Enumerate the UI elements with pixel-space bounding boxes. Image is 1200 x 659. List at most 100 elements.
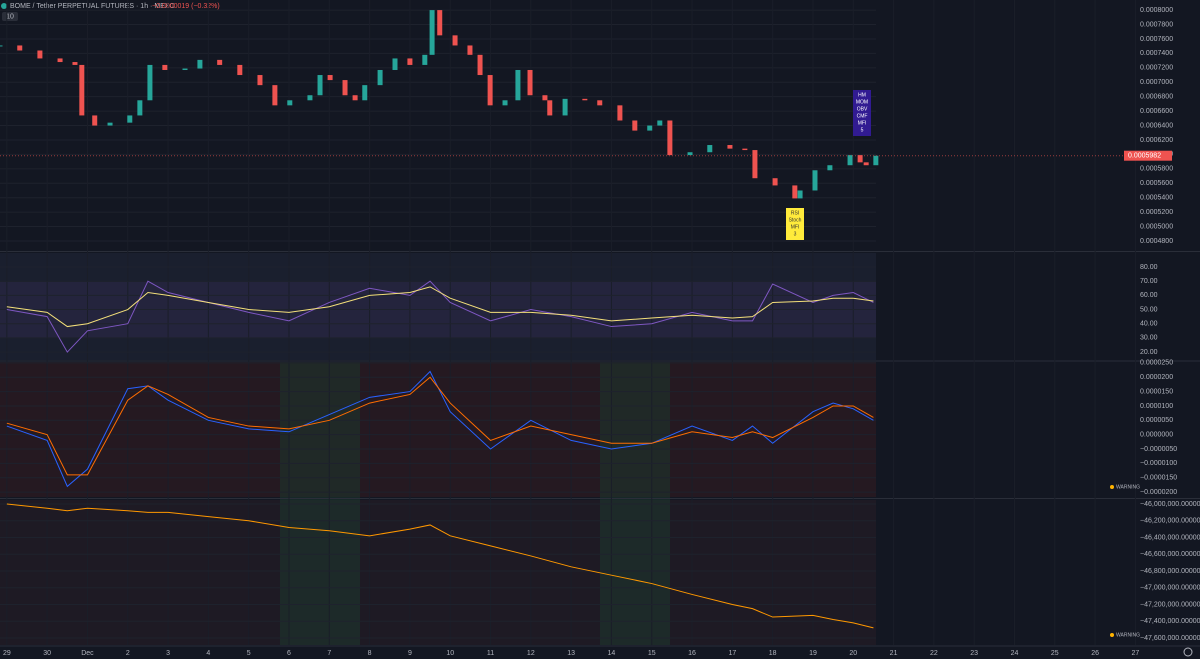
- x-tick-label: 24: [1011, 650, 1019, 657]
- x-tick-label: 20: [849, 650, 857, 657]
- candle: [477, 54, 483, 76]
- indicator-count[interactable]: 10: [6, 13, 14, 20]
- candle: [272, 85, 278, 106]
- candle: [317, 75, 323, 96]
- y-tick-label: 0.0007800: [1140, 21, 1173, 28]
- candle: [392, 58, 398, 70]
- x-tick-label: 2: [126, 650, 130, 657]
- candle: [37, 50, 43, 59]
- y-tick-label: 0.0000000: [1140, 432, 1173, 439]
- candle: [162, 64, 168, 70]
- x-tick-label: 18: [769, 650, 777, 657]
- candle: [827, 165, 833, 171]
- x-tick-label: 5: [247, 650, 251, 657]
- candle: [0, 45, 3, 47]
- candle: [197, 59, 203, 69]
- y-tick-label: −47,400,000.0000000: [1140, 618, 1200, 625]
- candle: [742, 148, 748, 151]
- candle: [57, 58, 63, 63]
- symbol-icon: [1, 3, 7, 9]
- candle: [792, 185, 798, 199]
- x-tick-label: 3: [166, 650, 170, 657]
- y-tick-label: 0.0005000: [1140, 223, 1173, 230]
- x-tick-label: 15: [648, 650, 656, 657]
- candle: [657, 120, 663, 126]
- x-tick-label: 25: [1051, 650, 1059, 657]
- signal-text: HM: [858, 92, 866, 98]
- signal-box: [786, 208, 804, 240]
- candle: [79, 64, 85, 116]
- candle: [547, 100, 553, 116]
- y-tick-label: −46,400,000.0000000: [1140, 534, 1200, 541]
- candle: [327, 75, 333, 81]
- settings-icon[interactable]: [1183, 647, 1193, 657]
- signal-text: MOM: [856, 99, 868, 105]
- candle: [377, 69, 383, 86]
- candle: [147, 64, 153, 101]
- candle: [617, 105, 623, 121]
- candle: [362, 85, 368, 101]
- y-tick-label: −46,200,000.0000000: [1140, 518, 1200, 525]
- x-tick-label: 27: [1132, 650, 1140, 657]
- candle: [307, 95, 313, 101]
- candle: [182, 68, 188, 70]
- candle: [857, 155, 863, 163]
- candle: [667, 120, 673, 156]
- y-tick-label: 0.0005800: [1140, 166, 1173, 173]
- x-tick-label: 23: [970, 650, 978, 657]
- warning-dot: [1110, 633, 1114, 637]
- candle: [452, 35, 458, 46]
- rsi-pane-bg: [0, 253, 876, 360]
- candle: [127, 115, 133, 123]
- candle: [797, 190, 803, 199]
- indicator-toggle[interactable]: [2, 12, 18, 21]
- candle: [107, 122, 113, 126]
- y-tick-label: 0.0005200: [1140, 209, 1173, 216]
- candle: [812, 170, 818, 191]
- candle: [342, 80, 348, 96]
- y-tick-label: 0.0007000: [1140, 79, 1173, 86]
- y-tick-label: 30.00: [1140, 335, 1158, 342]
- y-tick-label: 0.0007600: [1140, 36, 1173, 43]
- obv-pane-bg: [0, 500, 876, 645]
- price-change: −0.0000019 (−0.32%): [152, 3, 220, 10]
- candle: [597, 100, 603, 106]
- candle: [562, 98, 568, 116]
- warning-dot: [1110, 485, 1114, 489]
- last-price-box: [1124, 150, 1172, 161]
- candle: [137, 100, 143, 116]
- symbol-title[interactable]: BOME / Tether PERPETUAL FUTURES · 1h · M…: [10, 3, 175, 10]
- y-tick-label: 70.00: [1140, 278, 1158, 285]
- warning-label: WARNING: [1116, 484, 1140, 490]
- signal-text: MFI: [791, 224, 800, 230]
- y-tick-label: 0.0008000: [1140, 7, 1173, 14]
- x-tick-label: 8: [368, 650, 372, 657]
- y-tick-label: 80.00: [1140, 264, 1158, 271]
- y-tick-label: 0.0006200: [1140, 137, 1173, 144]
- signal-text: RSI: [791, 210, 799, 216]
- candle: [217, 59, 223, 65]
- candle: [237, 64, 243, 76]
- y-tick-label: −0.0000200: [1140, 489, 1177, 496]
- x-tick-label: 17: [728, 650, 736, 657]
- x-tick-label: 11: [487, 650, 494, 657]
- candle: [72, 62, 78, 65]
- y-tick-label: −46,000,000.0000000: [1140, 501, 1200, 508]
- candle: [437, 10, 443, 36]
- signal-text: CMF: [857, 113, 868, 119]
- y-tick-label: −0.0000050: [1140, 446, 1177, 453]
- y-tick-label: −46,600,000.0000000: [1140, 551, 1200, 558]
- candle: [632, 120, 638, 131]
- y-tick-label: −47,600,000.0000000: [1140, 635, 1200, 642]
- y-tick-label: 0.0005600: [1140, 180, 1173, 187]
- y-tick-label: 0.0007400: [1140, 50, 1173, 57]
- candle: [429, 10, 435, 55]
- y-tick-label: 0.0006400: [1140, 122, 1173, 129]
- indicator-line: [6, 280, 874, 353]
- candle: [727, 145, 733, 149]
- candle: [92, 115, 98, 126]
- y-tick-label: 0.0005400: [1140, 195, 1173, 202]
- candle: [287, 100, 293, 106]
- y-tick-label: 40.00: [1140, 321, 1158, 328]
